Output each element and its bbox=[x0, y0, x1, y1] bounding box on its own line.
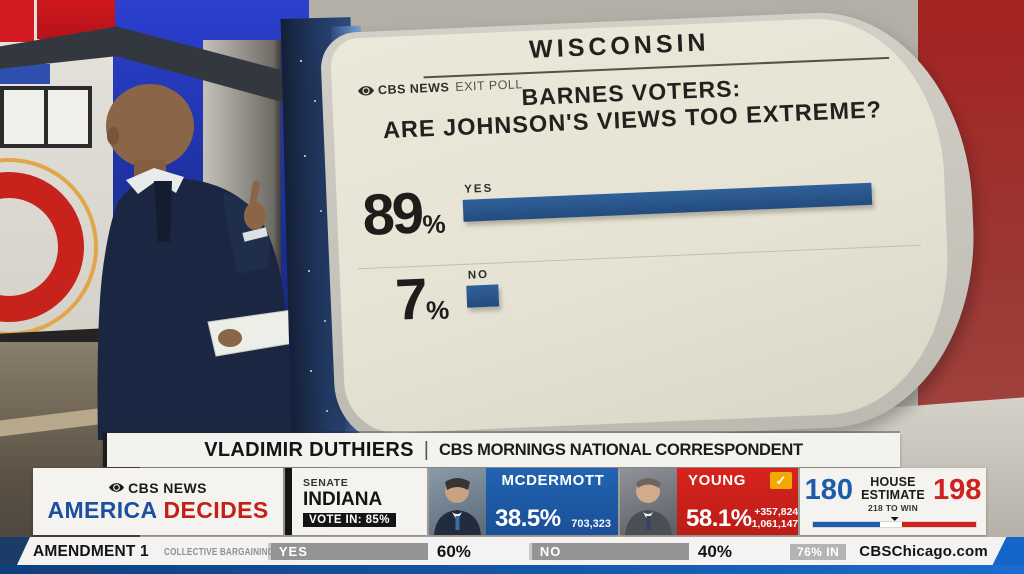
poll-results: 89% YES 7% NO bbox=[348, 165, 929, 361]
logo-america: AMERICA bbox=[47, 496, 157, 523]
election-ticker: AMENDMENT 1 COLLECTIVE BARGAINING YES 60… bbox=[0, 537, 1024, 566]
pointing-hand bbox=[244, 202, 266, 230]
election-results-bar: CBS NEWS AMERICA DECIDES SENATE INDIANA … bbox=[33, 468, 990, 535]
left-hand bbox=[218, 329, 242, 347]
candidate-votes: 1,061,147 bbox=[751, 517, 798, 530]
cbs-exit-poll-brand: CBS NEWS EXIT POLL bbox=[358, 77, 523, 98]
presenter-name: VLADIMIR DUTHIERS bbox=[204, 438, 414, 461]
house-rep-seats: 198 bbox=[932, 474, 982, 506]
frame-led-lights bbox=[300, 60, 302, 62]
america-decides-logo: CBS NEWS AMERICA DECIDES bbox=[33, 468, 283, 535]
screen-display: WISCONSIN CBS NEWS EXIT POLL BARNES VOTE… bbox=[329, 13, 954, 435]
bottom-blue-strip bbox=[0, 565, 1024, 574]
race-chamber: SENATE bbox=[303, 476, 349, 489]
ticker-right-corner bbox=[992, 537, 1024, 566]
logo-network: CBS NEWS bbox=[128, 479, 207, 496]
candidate-pct: 58.1% bbox=[686, 505, 752, 533]
candidate-pct: 38.5% bbox=[495, 505, 561, 533]
candidate-mcdermott: MCDERMOTT 38.5% 703,323 bbox=[429, 468, 618, 535]
cbs-eye-icon bbox=[109, 483, 125, 492]
house-dem-segment bbox=[813, 522, 881, 527]
name-divider: | bbox=[423, 438, 429, 461]
yes-percentage: 89% bbox=[361, 180, 447, 249]
ticker-yes-pct: 60% bbox=[436, 541, 471, 561]
candidate-portrait bbox=[625, 478, 672, 535]
ticker-station: CBSChicago.com bbox=[859, 543, 988, 560]
candidate-young: YOUNG ✓ 58.1% +357,824 1,061,147 bbox=[620, 468, 798, 535]
no-bar bbox=[466, 284, 500, 308]
cbs-eye-icon bbox=[358, 86, 375, 96]
lower-third-name-banner: VLADIMIR DUTHIERS | CBS MORNINGS NATIONA… bbox=[103, 433, 900, 467]
house-balance-bar bbox=[812, 517, 977, 528]
race-info-block: SENATE INDIANA VOTE IN: 85% bbox=[285, 468, 427, 535]
candidate-portrait bbox=[434, 478, 481, 535]
studio-red-panel bbox=[0, 0, 34, 42]
house-estimate-block: 180 HOUSE ESTIMATE 218 TO WIN 198 bbox=[800, 468, 986, 535]
exit-poll-screen: WISCONSIN CBS NEWS EXIT POLL BARNES VOTE… bbox=[319, 6, 982, 449]
winner-check-icon: ✓ bbox=[770, 472, 792, 489]
poll-state-title: WISCONSIN bbox=[528, 28, 711, 64]
house-rep-segment bbox=[901, 522, 976, 527]
ticker-no-pct: 40% bbox=[697, 541, 732, 561]
candidate-margin: +357,824 bbox=[754, 505, 798, 518]
presenter-head bbox=[106, 84, 194, 168]
logo-decides: DECIDES bbox=[163, 496, 269, 523]
ticker-yes-chip: YES bbox=[267, 543, 428, 560]
mcdermott-photo bbox=[429, 468, 486, 535]
house-title-line2: ESTIMATE bbox=[861, 487, 925, 502]
house-dem-seats: 180 bbox=[804, 474, 854, 506]
race-state: INDIANA bbox=[303, 488, 383, 510]
ticker-reporting-badge: 76% IN bbox=[789, 543, 847, 560]
ticker-race-title: AMENDMENT 1 bbox=[33, 542, 149, 560]
candidate-votes: 703,323 bbox=[571, 518, 611, 530]
young-photo bbox=[620, 468, 677, 535]
presenter-vladimir-duthiers bbox=[97, 84, 301, 440]
ticker-no-chip: NO bbox=[528, 543, 689, 560]
ticker-left-corner bbox=[0, 537, 30, 566]
wall-blue-stripe bbox=[0, 64, 50, 84]
no-percentage: 7% bbox=[394, 266, 450, 333]
wall-panels bbox=[0, 86, 92, 148]
house-title-line1: HOUSE bbox=[870, 475, 916, 489]
presenter-role: CBS MORNINGS NATIONAL CORRESPONDENT bbox=[438, 440, 803, 459]
tie bbox=[154, 181, 172, 242]
candidate-name: YOUNG bbox=[688, 472, 747, 489]
candidate-name: MCDERMOTT bbox=[501, 472, 605, 489]
majority-marker bbox=[890, 517, 899, 521]
vote-in-badge: VOTE IN: 85% bbox=[303, 512, 396, 527]
house-needed: 218 TO WIN bbox=[867, 503, 919, 513]
ticker-race-subtitle: COLLECTIVE BARGAINING bbox=[163, 545, 275, 558]
